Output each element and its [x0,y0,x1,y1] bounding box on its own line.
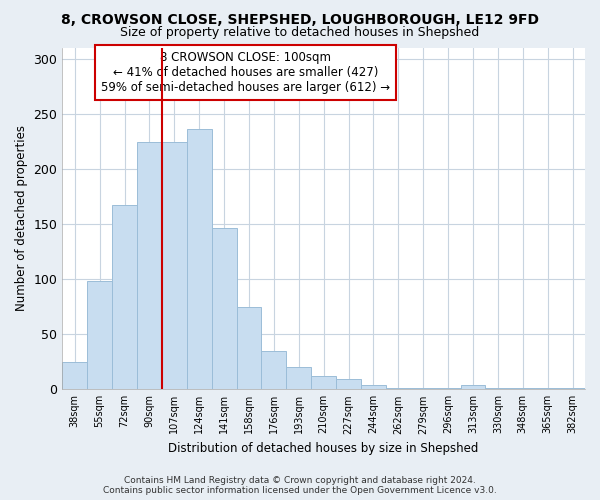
Bar [262,350,286,390]
Bar [162,142,187,390]
Bar [87,282,112,390]
Bar [511,388,535,390]
Text: Contains HM Land Registry data © Crown copyright and database right 2024.
Contai: Contains HM Land Registry data © Crown c… [103,476,497,495]
X-axis label: Distribution of detached houses by size in Shepshed: Distribution of detached houses by size … [169,442,479,455]
Bar [62,362,87,390]
Text: 8, CROWSON CLOSE, SHEPSHED, LOUGHBOROUGH, LE12 9FD: 8, CROWSON CLOSE, SHEPSHED, LOUGHBOROUGH… [61,12,539,26]
Y-axis label: Number of detached properties: Number of detached properties [15,126,28,312]
Bar [137,142,162,390]
Bar [386,388,411,390]
Bar [236,306,262,390]
Bar [286,368,311,390]
Bar [411,388,436,390]
Bar [212,228,236,390]
Bar [361,385,386,390]
Bar [560,388,585,390]
Bar [112,205,137,390]
Bar [336,380,361,390]
Bar [187,129,212,390]
Bar [461,385,485,390]
Text: 8 CROWSON CLOSE: 100sqm
← 41% of detached houses are smaller (427)
59% of semi-d: 8 CROWSON CLOSE: 100sqm ← 41% of detache… [101,51,390,94]
Text: Size of property relative to detached houses in Shepshed: Size of property relative to detached ho… [121,26,479,39]
Bar [535,388,560,390]
Bar [485,388,511,390]
Bar [311,376,336,390]
Bar [436,388,461,390]
